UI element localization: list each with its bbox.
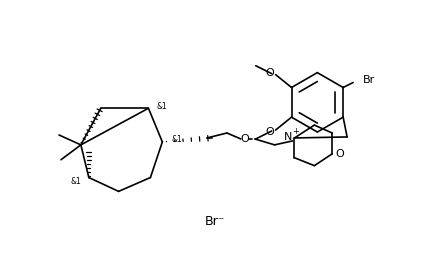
Text: &1: &1 — [171, 135, 182, 144]
Text: O: O — [265, 127, 274, 137]
Text: O: O — [265, 68, 274, 78]
Text: O: O — [240, 134, 249, 144]
Text: N: N — [284, 132, 293, 142]
Text: Br⁻: Br⁻ — [205, 215, 225, 228]
Text: &1: &1 — [70, 177, 81, 186]
Text: Br: Br — [363, 74, 375, 85]
Text: +: + — [292, 127, 299, 135]
Text: &1: &1 — [157, 102, 167, 111]
Text: O: O — [336, 149, 344, 159]
